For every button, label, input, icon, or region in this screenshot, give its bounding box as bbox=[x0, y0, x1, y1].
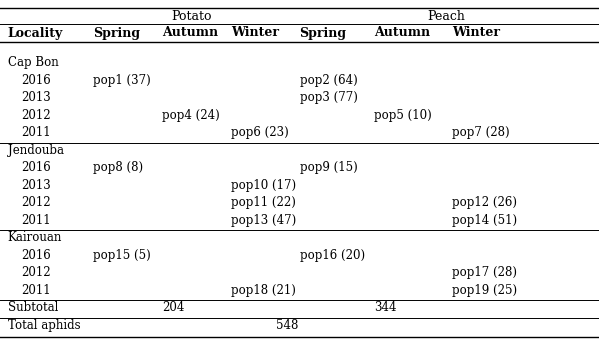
Text: 2013: 2013 bbox=[21, 179, 51, 192]
Text: 2011: 2011 bbox=[21, 214, 50, 227]
Text: pop10 (17): pop10 (17) bbox=[231, 179, 296, 192]
Text: pop17 (28): pop17 (28) bbox=[452, 266, 518, 279]
Text: 344: 344 bbox=[374, 301, 397, 314]
Text: Autumn: Autumn bbox=[374, 27, 431, 39]
Text: pop6 (23): pop6 (23) bbox=[231, 126, 288, 139]
Text: pop18 (21): pop18 (21) bbox=[231, 284, 295, 297]
Text: 2016: 2016 bbox=[21, 74, 51, 87]
Text: pop4 (24): pop4 (24) bbox=[162, 109, 219, 122]
Text: pop9 (15): pop9 (15) bbox=[300, 161, 357, 174]
Text: pop2 (64): pop2 (64) bbox=[300, 74, 357, 87]
Text: Kairouan: Kairouan bbox=[8, 231, 62, 244]
Text: Total aphids: Total aphids bbox=[8, 319, 80, 332]
Text: 2016: 2016 bbox=[21, 249, 51, 262]
Text: Subtotal: Subtotal bbox=[8, 301, 58, 314]
Text: 2013: 2013 bbox=[21, 91, 51, 104]
Text: pop15 (5): pop15 (5) bbox=[93, 249, 150, 262]
Text: pop8 (8): pop8 (8) bbox=[93, 161, 143, 174]
Text: Spring: Spring bbox=[93, 27, 140, 39]
Text: pop3 (77): pop3 (77) bbox=[300, 91, 358, 104]
Text: pop1 (37): pop1 (37) bbox=[93, 74, 150, 87]
Text: 2016: 2016 bbox=[21, 161, 51, 174]
Text: Potato: Potato bbox=[171, 10, 212, 22]
Text: pop19 (25): pop19 (25) bbox=[452, 284, 518, 297]
Text: pop7 (28): pop7 (28) bbox=[452, 126, 510, 139]
Text: Winter: Winter bbox=[452, 27, 500, 39]
Text: pop12 (26): pop12 (26) bbox=[452, 196, 518, 209]
Text: pop13 (47): pop13 (47) bbox=[231, 214, 296, 227]
Text: pop5 (10): pop5 (10) bbox=[374, 109, 432, 122]
Text: 204: 204 bbox=[162, 301, 184, 314]
Text: pop11 (22): pop11 (22) bbox=[231, 196, 295, 209]
Text: 2011: 2011 bbox=[21, 284, 50, 297]
Text: 548: 548 bbox=[276, 319, 298, 332]
Text: pop14 (51): pop14 (51) bbox=[452, 214, 518, 227]
Text: Spring: Spring bbox=[300, 27, 347, 39]
Text: 2012: 2012 bbox=[21, 196, 50, 209]
Text: 2012: 2012 bbox=[21, 109, 50, 122]
Text: Jendouba: Jendouba bbox=[8, 144, 63, 157]
Text: pop16 (20): pop16 (20) bbox=[300, 249, 365, 262]
Text: Autumn: Autumn bbox=[162, 27, 218, 39]
Text: 2012: 2012 bbox=[21, 266, 50, 279]
Text: 2011: 2011 bbox=[21, 126, 50, 139]
Text: Locality: Locality bbox=[8, 27, 63, 39]
Text: Cap Bon: Cap Bon bbox=[8, 56, 59, 69]
Text: Winter: Winter bbox=[231, 27, 279, 39]
Text: Peach: Peach bbox=[427, 10, 465, 22]
